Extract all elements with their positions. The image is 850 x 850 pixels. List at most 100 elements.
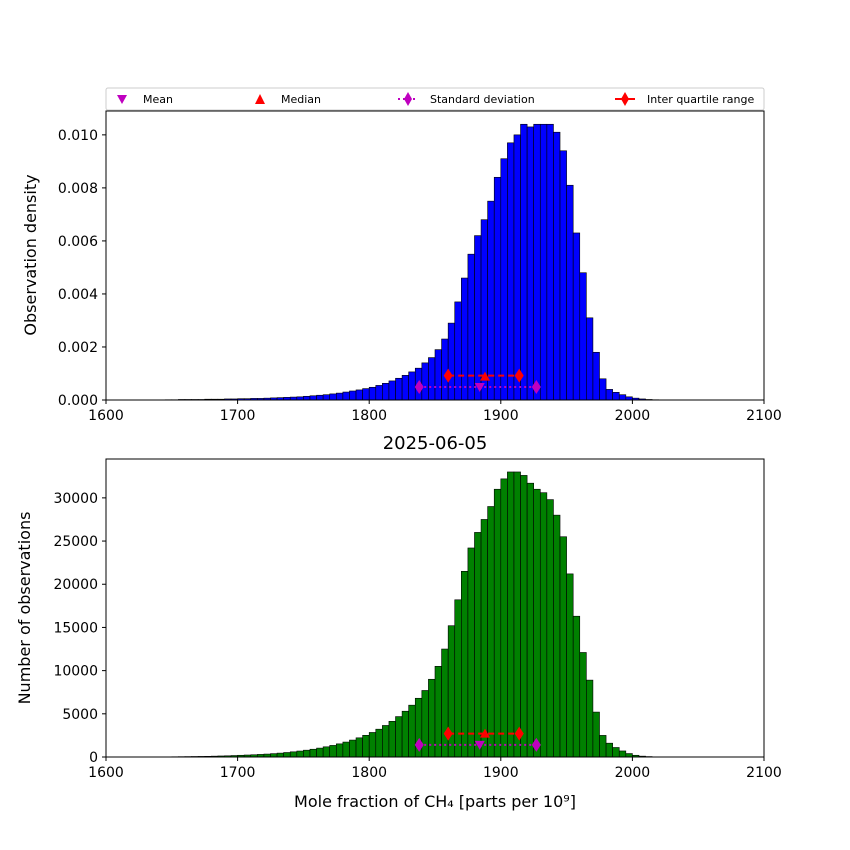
count-y-tick-label: 0 <box>89 750 98 766</box>
density-bar <box>513 134 521 401</box>
count-bar <box>559 536 567 758</box>
legend-iqr-label: Inter quartile range <box>647 93 754 106</box>
count-bar <box>296 750 304 758</box>
density-iqr-high-marker <box>514 368 524 383</box>
count-bar <box>500 478 508 758</box>
count-bar <box>553 514 561 758</box>
count-bar <box>401 710 409 758</box>
density-bar <box>322 394 331 401</box>
count-bar <box>533 488 541 758</box>
count-bar <box>480 519 488 758</box>
count-x-axis-label: Mole fraction of CH₄ [parts per 10⁹] <box>294 792 576 811</box>
density-bar <box>526 126 534 401</box>
density-bar <box>447 322 456 401</box>
count-bars <box>164 471 660 758</box>
count-x-tick-label: 1900 <box>483 765 519 781</box>
count-bar <box>362 735 370 758</box>
count-bar <box>289 751 298 758</box>
mean-marker-icon <box>117 95 127 104</box>
density-bar <box>454 301 462 401</box>
count-iqr-high-marker <box>514 726 524 741</box>
density-bar <box>507 142 515 401</box>
legend-median-label: Median <box>281 93 321 106</box>
count-bar <box>592 711 600 758</box>
density-bar <box>618 394 627 401</box>
count-bar <box>599 735 607 758</box>
count-bar <box>375 728 383 758</box>
density-x-tick-label: 2000 <box>615 408 651 424</box>
count-bar <box>388 721 396 758</box>
density-bar <box>592 351 600 401</box>
density-bar <box>329 393 337 401</box>
count-bar <box>513 471 521 758</box>
density-x-tick-label: 1700 <box>220 408 256 424</box>
count-bar <box>526 482 534 758</box>
density-bar <box>349 390 357 401</box>
density-bar <box>303 395 311 401</box>
count-std-high-marker <box>531 737 541 752</box>
density-histogram-panel: 1600 1700 1800 1900 2000 2100 0.000 0.002 0.004… <box>21 110 782 424</box>
count-bar <box>329 745 337 758</box>
count-bar <box>309 748 317 758</box>
count-bar <box>546 499 554 758</box>
density-bar <box>539 123 548 401</box>
count-bar <box>270 753 278 758</box>
count-x-tick-label: 2100 <box>746 765 782 781</box>
density-bar <box>355 389 363 401</box>
count-y-tick-label: 25000 <box>53 534 98 550</box>
count-bar <box>461 570 469 758</box>
count-bar <box>322 746 331 758</box>
count-bar <box>335 743 344 758</box>
count-x-tick-label: 1800 <box>351 765 387 781</box>
count-bar <box>474 532 482 758</box>
count-bar <box>493 488 502 758</box>
density-bar <box>368 386 377 401</box>
density-bar <box>467 253 475 401</box>
legend-std-label: Standard deviation <box>430 93 535 106</box>
density-summary-markers <box>414 368 541 395</box>
density-x-tick-label: 1900 <box>483 408 519 424</box>
density-bar <box>599 378 607 401</box>
count-bar <box>421 690 429 758</box>
count-y-tick-label: 5000 <box>62 707 98 723</box>
density-bar <box>335 392 344 401</box>
count-bar <box>618 750 627 758</box>
count-bar <box>355 737 363 758</box>
density-median-marker <box>480 371 491 381</box>
count-histogram-panel: 2025-06-05 1600 1700 1800 1900 2000 2100 0 500… <box>15 433 782 811</box>
density-bar <box>421 362 429 401</box>
density-y-axis-label: Observation density <box>21 174 40 335</box>
count-bar <box>342 741 350 758</box>
count-y-tick-label: 15000 <box>53 620 98 636</box>
density-bar <box>586 317 594 401</box>
density-std-high-marker <box>531 380 541 395</box>
density-bar <box>434 349 442 401</box>
density-mean-marker <box>474 383 485 393</box>
density-bar <box>375 385 383 401</box>
count-bar <box>408 704 416 758</box>
density-bar <box>520 123 528 401</box>
density-bar <box>553 131 561 401</box>
density-bar <box>487 200 495 401</box>
count-x-tick-label: 1600 <box>88 765 124 781</box>
count-bar <box>487 506 495 758</box>
density-x-tick-label: 2100 <box>746 408 782 424</box>
density-bar <box>382 382 390 401</box>
count-y-tick-label: 10000 <box>53 664 98 680</box>
density-bar <box>605 389 613 401</box>
count-std-low-marker <box>414 737 424 752</box>
density-bar <box>612 392 620 401</box>
density-bar <box>572 232 581 401</box>
count-bar <box>625 753 633 758</box>
count-x-tick-label: 1700 <box>220 765 256 781</box>
density-bar <box>342 391 350 401</box>
density-y-tick-label: 0.008 <box>58 181 98 197</box>
count-y-ticks: 0 5000 10000 15000 20000 25000 30000 <box>53 491 106 766</box>
density-bars <box>164 123 660 401</box>
density-axes-frame <box>105 110 765 401</box>
legend-iqr: Inter quartile range <box>615 92 754 106</box>
count-y-tick-label: 30000 <box>53 491 98 507</box>
median-marker-icon <box>255 94 265 104</box>
count-x-ticks: 1600 1700 1800 1900 2000 2100 <box>88 757 782 781</box>
